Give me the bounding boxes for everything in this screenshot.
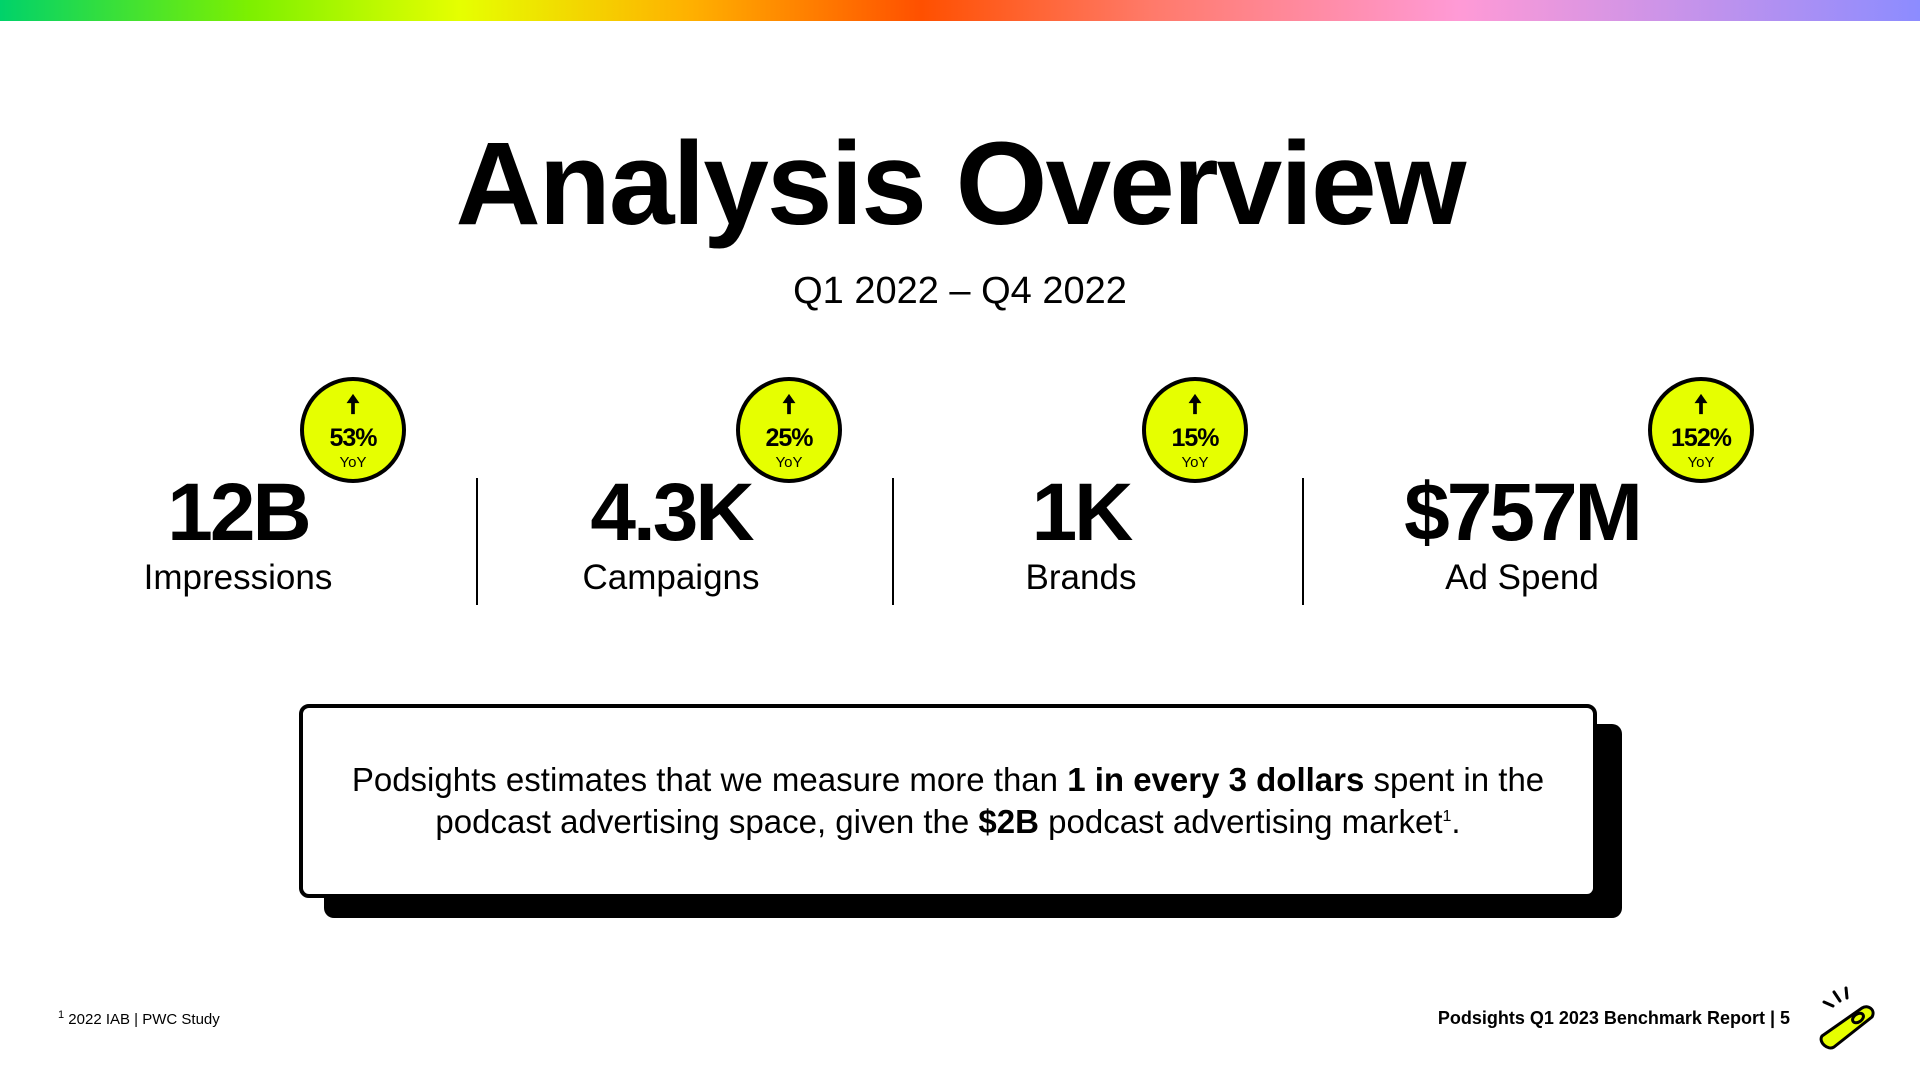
yoy-percent: 53% <box>329 424 377 452</box>
callout-highlight-market: $2B <box>978 803 1039 840</box>
podsights-logo-icon <box>1819 986 1875 1050</box>
report-footer: Podsights Q1 2023 Benchmark Report | 5 <box>1437 1008 1790 1028</box>
callout-box: Podsights estimates that we measure more… <box>299 704 1597 898</box>
arrow-up-icon <box>1188 393 1202 415</box>
stat-label: Campaigns <box>582 558 760 597</box>
footnote: 1 2022 IAB | PWC Study <box>58 1009 220 1028</box>
callout-text-part: Podsights estimates that we measure more… <box>351 761 1068 798</box>
rainbow-top-bar <box>0 0 1920 21</box>
callout-text-part: . <box>1451 803 1461 840</box>
stat-divider <box>1302 478 1304 605</box>
stat-label: Impressions <box>143 558 333 597</box>
yoy-label: YoY <box>1687 454 1715 471</box>
stat-value: 12B <box>167 467 311 558</box>
yoy-badge-impressions: 53% YoY <box>300 377 406 483</box>
yoy-badge-ad-spend: 152% YoY <box>1648 377 1754 483</box>
footnote-reference: 1 <box>1442 808 1452 825</box>
arrow-up-icon <box>782 393 796 415</box>
page-title: Analysis Overview <box>455 118 1467 250</box>
yoy-label: YoY <box>339 454 367 471</box>
yoy-label: YoY <box>775 454 803 471</box>
date-range-subtitle: Q1 2022 – Q4 2022 <box>793 270 1127 312</box>
stat-label: Brands <box>1025 558 1137 597</box>
yoy-label: YoY <box>1181 454 1209 471</box>
stat-divider <box>892 478 894 605</box>
stat-impressions: 12B Impressions <box>68 467 408 597</box>
yoy-badge-campaigns: 25% YoY <box>736 377 842 483</box>
stat-value: 4.3K <box>590 467 754 558</box>
yoy-percent: 15% <box>1171 424 1219 452</box>
stat-value: $757M <box>1404 467 1643 558</box>
callout-highlight-ratio: 1 in every 3 dollars <box>1067 761 1365 798</box>
callout-text: Podsights estimates that we measure more… <box>348 759 1548 843</box>
yoy-percent: 25% <box>765 424 813 452</box>
callout-text-part: spent in the podcast advertising space, … <box>435 761 1545 840</box>
yoy-badge-brands: 15% YoY <box>1142 377 1248 483</box>
footnote-text: 2022 IAB | PWC Study <box>64 1011 220 1028</box>
stat-ad-spend: $757M Ad Spend <box>1352 467 1692 597</box>
yoy-percent: 152% <box>1671 424 1732 452</box>
arrow-up-icon <box>346 393 360 415</box>
stat-campaigns: 4.3K Campaigns <box>501 467 841 597</box>
stat-value: 1K <box>1031 467 1134 558</box>
footnote-marker: 1 <box>58 1009 65 1021</box>
callout-text-part: podcast advertising market <box>1038 803 1443 840</box>
stat-label: Ad Spend <box>1445 558 1599 597</box>
stat-divider <box>476 478 478 605</box>
stat-brands: 1K Brands <box>911 467 1251 597</box>
arrow-up-icon <box>1694 393 1708 415</box>
